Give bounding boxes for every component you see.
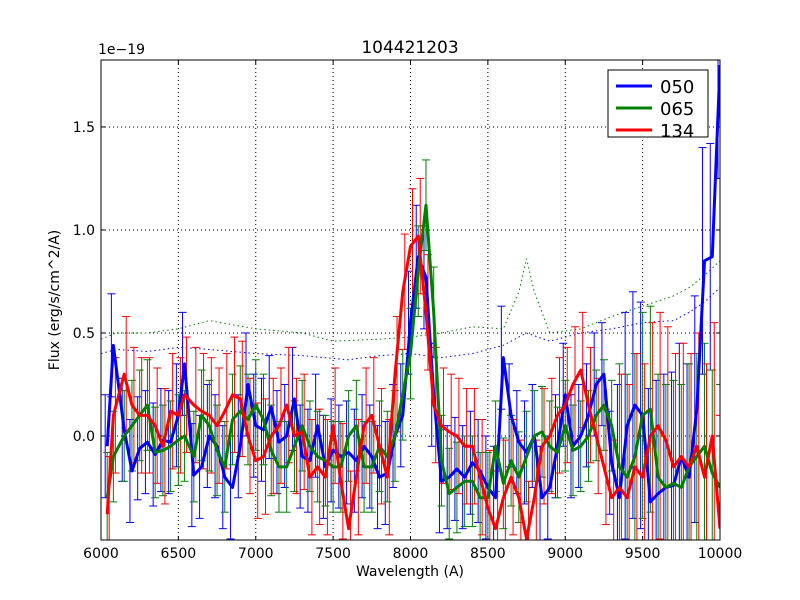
- y-offset-label: 1e−19: [98, 42, 145, 58]
- x-tick-label: 8500: [470, 546, 506, 562]
- x-tick-label: 7500: [315, 546, 351, 562]
- ticks: 6000 6500 7000 7500 8000 8500 9000 9500 10000 0.0…: [73, 60, 743, 562]
- x-tick-label: 9500: [625, 546, 661, 562]
- noise-curve: [101, 258, 720, 342]
- legend-label-050: 050: [660, 77, 694, 98]
- chart-title: 104421203: [361, 38, 458, 58]
- x-tick-label: 8000: [393, 546, 429, 562]
- y-tick-label: 1.0: [73, 223, 95, 239]
- x-tick-label: 6500: [161, 546, 197, 562]
- x-tick-label: 6000: [83, 546, 119, 562]
- y-tick-label: 1.5: [73, 120, 95, 136]
- y-axis-label: Flux (erg/s/cm^2/A): [47, 230, 63, 370]
- x-tick-label: 7000: [238, 546, 274, 562]
- y-tick-label: 0.5: [73, 326, 95, 342]
- series-line-050: [105, 65, 720, 504]
- y-tick-label: 0.0: [73, 429, 95, 445]
- x-axis-label: Wavelength (A): [356, 564, 464, 580]
- series-line-065: [105, 203, 720, 500]
- x-tick-label: 10000: [698, 546, 743, 562]
- x-tick-label: 9000: [547, 546, 583, 562]
- legend-label-065: 065: [660, 99, 694, 120]
- legend-box: [607, 69, 709, 138]
- axes-frame: [100, 59, 721, 541]
- plot-area: [101, 60, 720, 540]
- legend-label-134: 134: [660, 121, 694, 142]
- series-line-134: [105, 234, 720, 540]
